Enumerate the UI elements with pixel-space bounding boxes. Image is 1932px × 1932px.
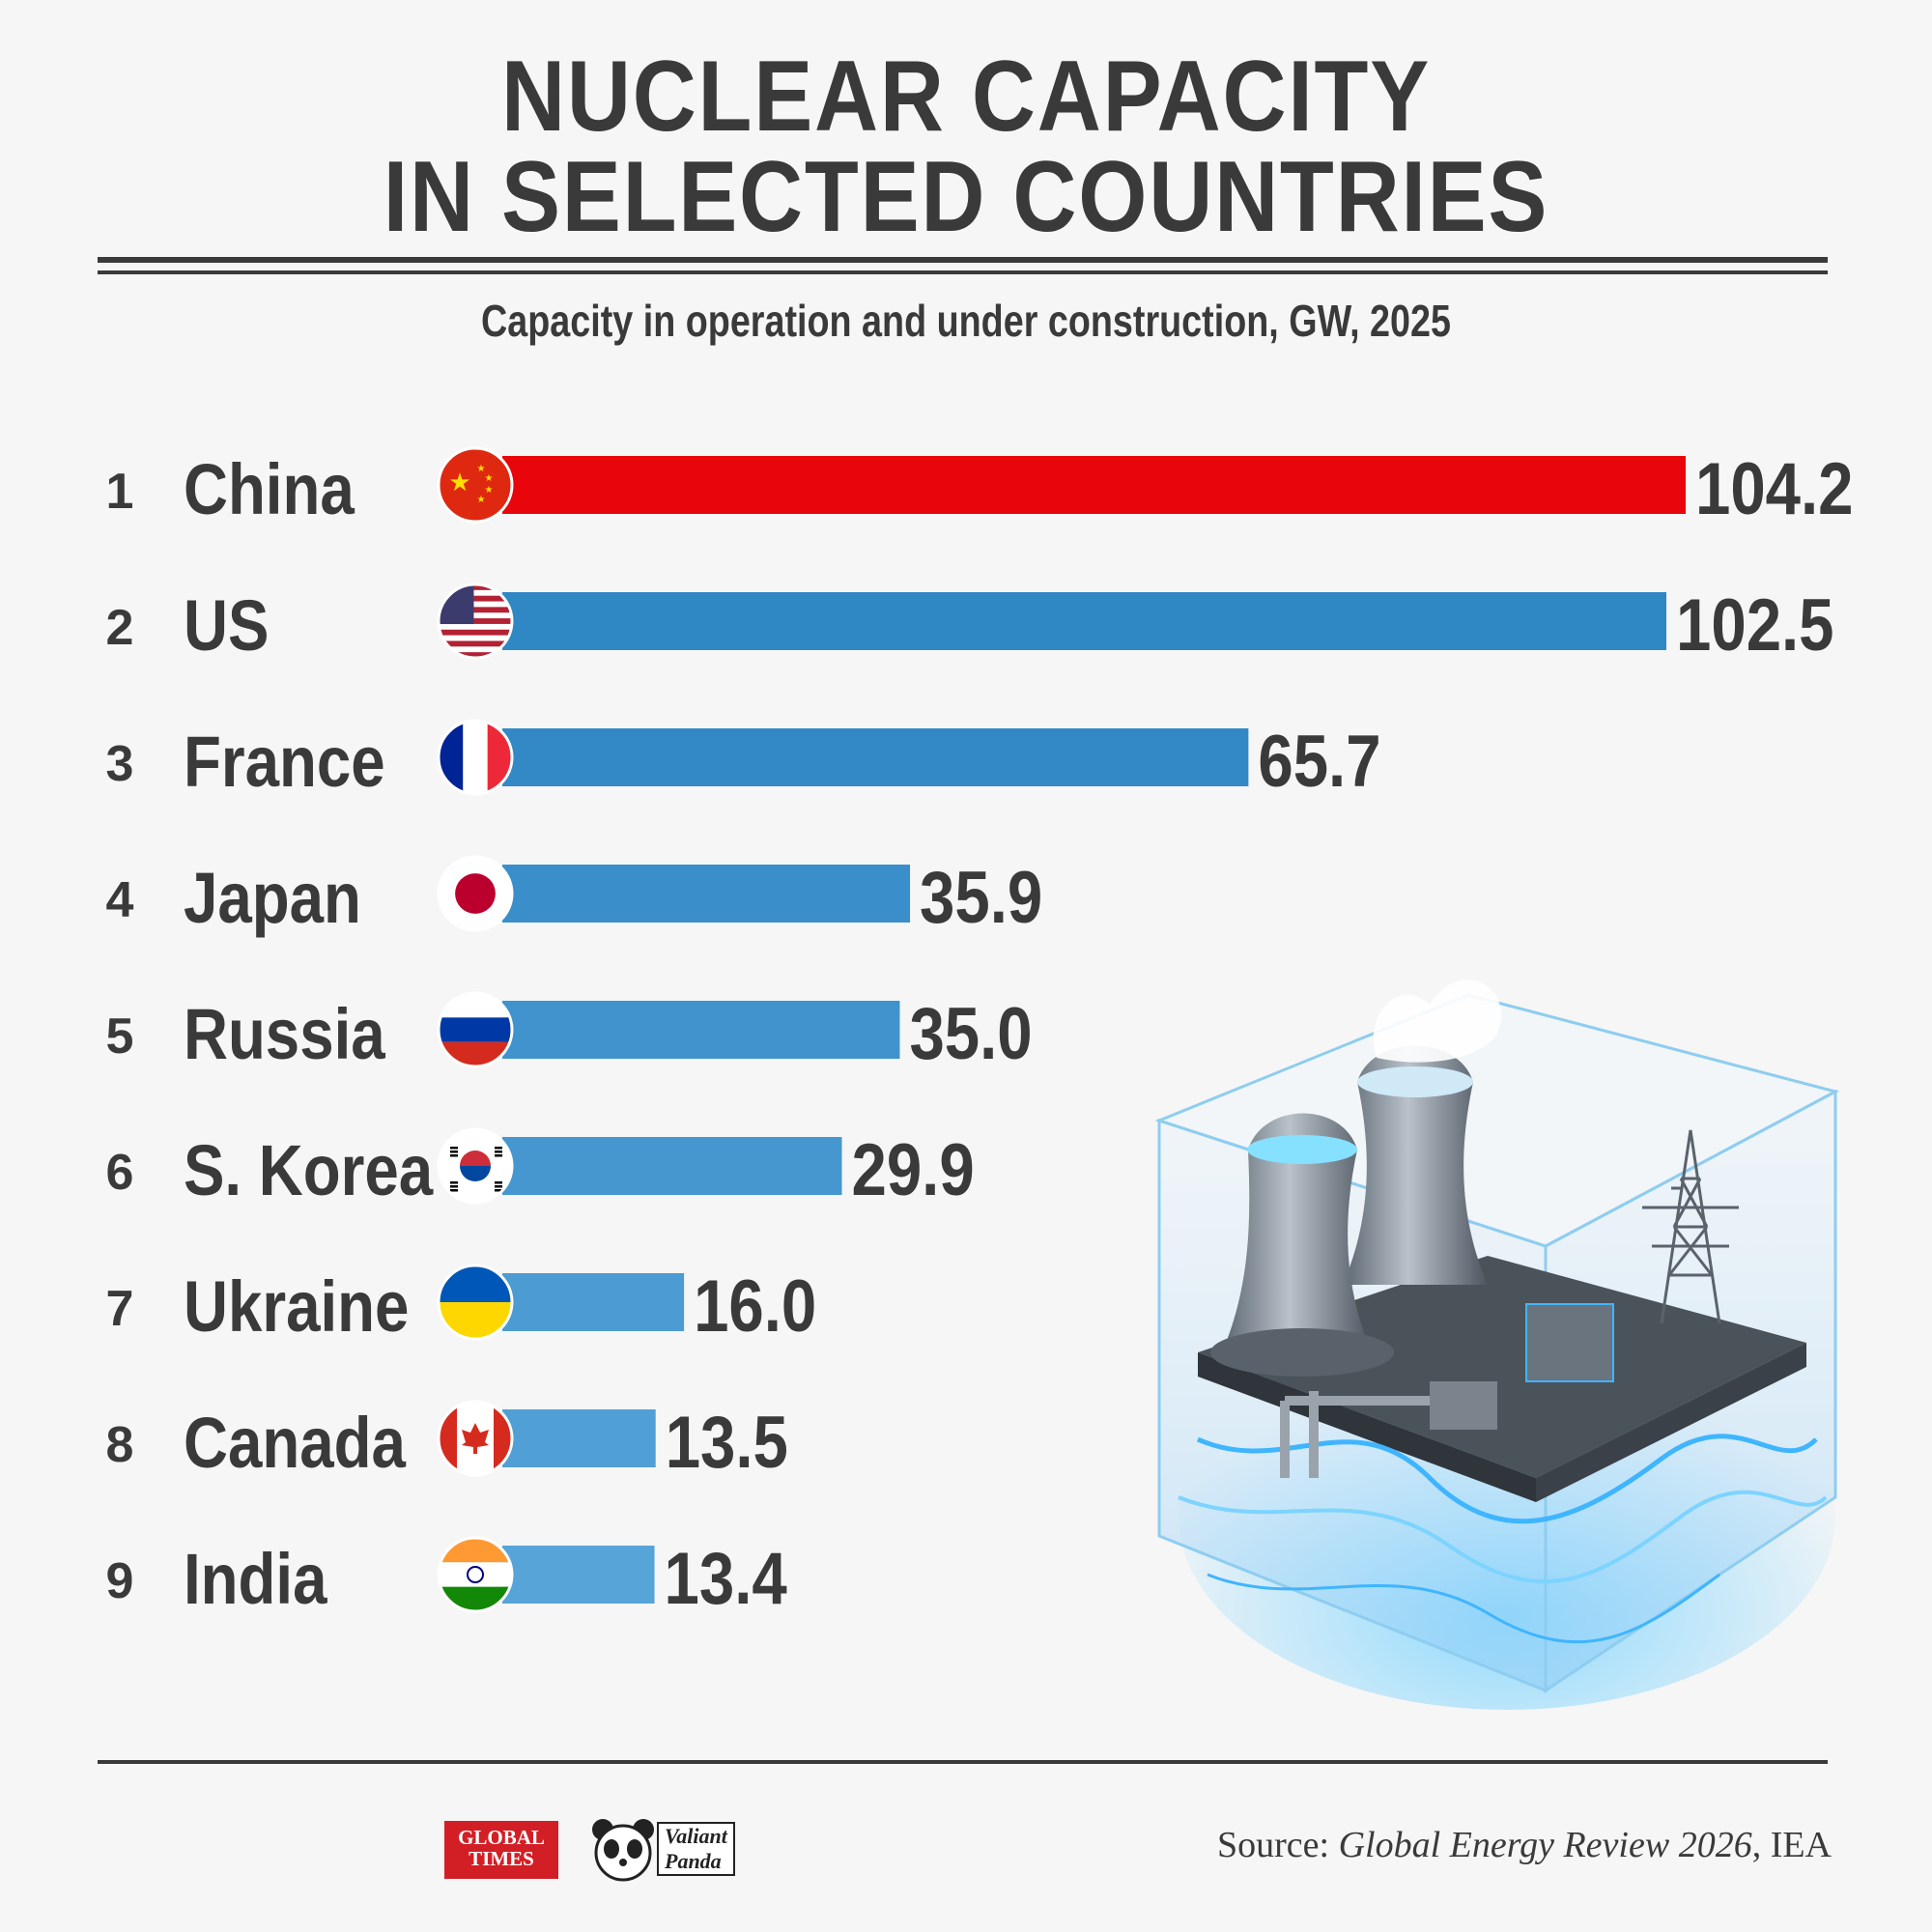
bar	[502, 592, 1667, 650]
category-label: Russia	[184, 995, 385, 1075]
footer-divider	[98, 1760, 1828, 1764]
rank-label: 1	[106, 464, 134, 520]
rank-label: 9	[106, 1553, 134, 1609]
rank-label: 3	[106, 736, 134, 792]
bar-row-2: 2 US 102.5	[106, 582, 1834, 667]
rank-label: 4	[106, 872, 134, 928]
bar-row-7: 7 Ukraine 16.0	[106, 1264, 816, 1348]
india-flag-icon	[437, 1536, 514, 1613]
title-divider-bottom	[98, 270, 1828, 274]
title-line-2: IN SELECTED COUNTRIES	[383, 141, 1549, 253]
data-label: 102.5	[1676, 584, 1834, 667]
data-label: 35.9	[920, 857, 1042, 939]
data-label: 13.5	[666, 1402, 788, 1484]
canada-flag-icon	[437, 1400, 514, 1477]
bar-row-9: 9 India 13.4	[106, 1536, 788, 1620]
bar-chart: 1 China ★ ★★★★ 104.22 US 102.53 France 65.74 Japa…	[106, 446, 1854, 1620]
global-times-logo: GLOBAL TIMES	[444, 1821, 558, 1879]
nuclear-plant-illustration	[1154, 980, 1840, 1710]
category-label: Ukraine	[184, 1267, 409, 1348]
data-label: 29.9	[852, 1129, 975, 1211]
bar-row-6: 6 S. Korea 29.9	[106, 1127, 975, 1211]
rank-label: 8	[106, 1417, 134, 1473]
bar	[502, 456, 1686, 514]
title-line-1: NUCLEAR CAPACITY	[500, 41, 1432, 153]
page-title: NUCLEAR CAPACITY IN SELECTED COUNTRIES	[116, 46, 1816, 247]
bar-row-4: 4 Japan 35.9	[106, 855, 1042, 939]
category-label: France	[184, 723, 385, 803]
bar	[502, 1001, 900, 1059]
source-note: Source: Global Energy Review 2026, IEA	[1217, 1825, 1832, 1865]
bar	[502, 865, 911, 923]
chart-subtitle: Capacity in operation and under construc…	[481, 296, 1451, 346]
svg-text:★: ★	[485, 473, 494, 484]
data-label: 65.7	[1258, 721, 1380, 803]
bar	[502, 728, 1249, 786]
category-label: S. Korea	[184, 1131, 434, 1211]
svg-text:★: ★	[485, 485, 494, 496]
china-flag-icon: ★ ★★★★	[437, 446, 514, 524]
ukraine-flag-icon	[437, 1264, 514, 1341]
bar-row-8: 8 Canada 13.5	[106, 1400, 788, 1484]
title-divider-top	[98, 257, 1828, 263]
bar-row-3: 3 France 65.7	[106, 719, 1381, 803]
svg-text:★: ★	[477, 495, 486, 505]
rank-label: 5	[106, 1009, 134, 1065]
valiant-panda-logo: Valiant Panda	[589, 1816, 773, 1884]
bar	[502, 1546, 655, 1604]
data-label: 35.0	[909, 993, 1032, 1075]
bar-row-1: 1 China ★ ★★★★ 104.2	[106, 446, 1854, 530]
rank-label: 7	[106, 1281, 134, 1337]
svg-text:★: ★	[477, 464, 486, 474]
bar	[502, 1273, 685, 1331]
south-korea-flag-icon	[437, 1127, 514, 1205]
bar-row-5: 5 Russia 35.0	[106, 991, 1033, 1075]
category-label: China	[184, 450, 355, 530]
rank-label: 2	[106, 600, 134, 656]
russia-flag-icon	[437, 991, 514, 1068]
france-flag-icon	[437, 719, 514, 796]
category-label: Japan	[184, 859, 361, 939]
japan-flag-icon	[437, 855, 514, 932]
svg-text:★: ★	[448, 468, 470, 497]
category-label: India	[184, 1540, 327, 1620]
us-flag-icon	[437, 582, 514, 660]
category-label: Canada	[184, 1404, 406, 1484]
data-label: 104.2	[1695, 448, 1854, 530]
rank-label: 6	[106, 1145, 134, 1201]
data-label: 16.0	[694, 1265, 816, 1348]
bar	[502, 1409, 656, 1467]
data-label: 13.4	[665, 1538, 788, 1620]
bar	[502, 1137, 842, 1195]
panda-icon	[592, 1819, 654, 1882]
category-label: US	[184, 586, 269, 667]
